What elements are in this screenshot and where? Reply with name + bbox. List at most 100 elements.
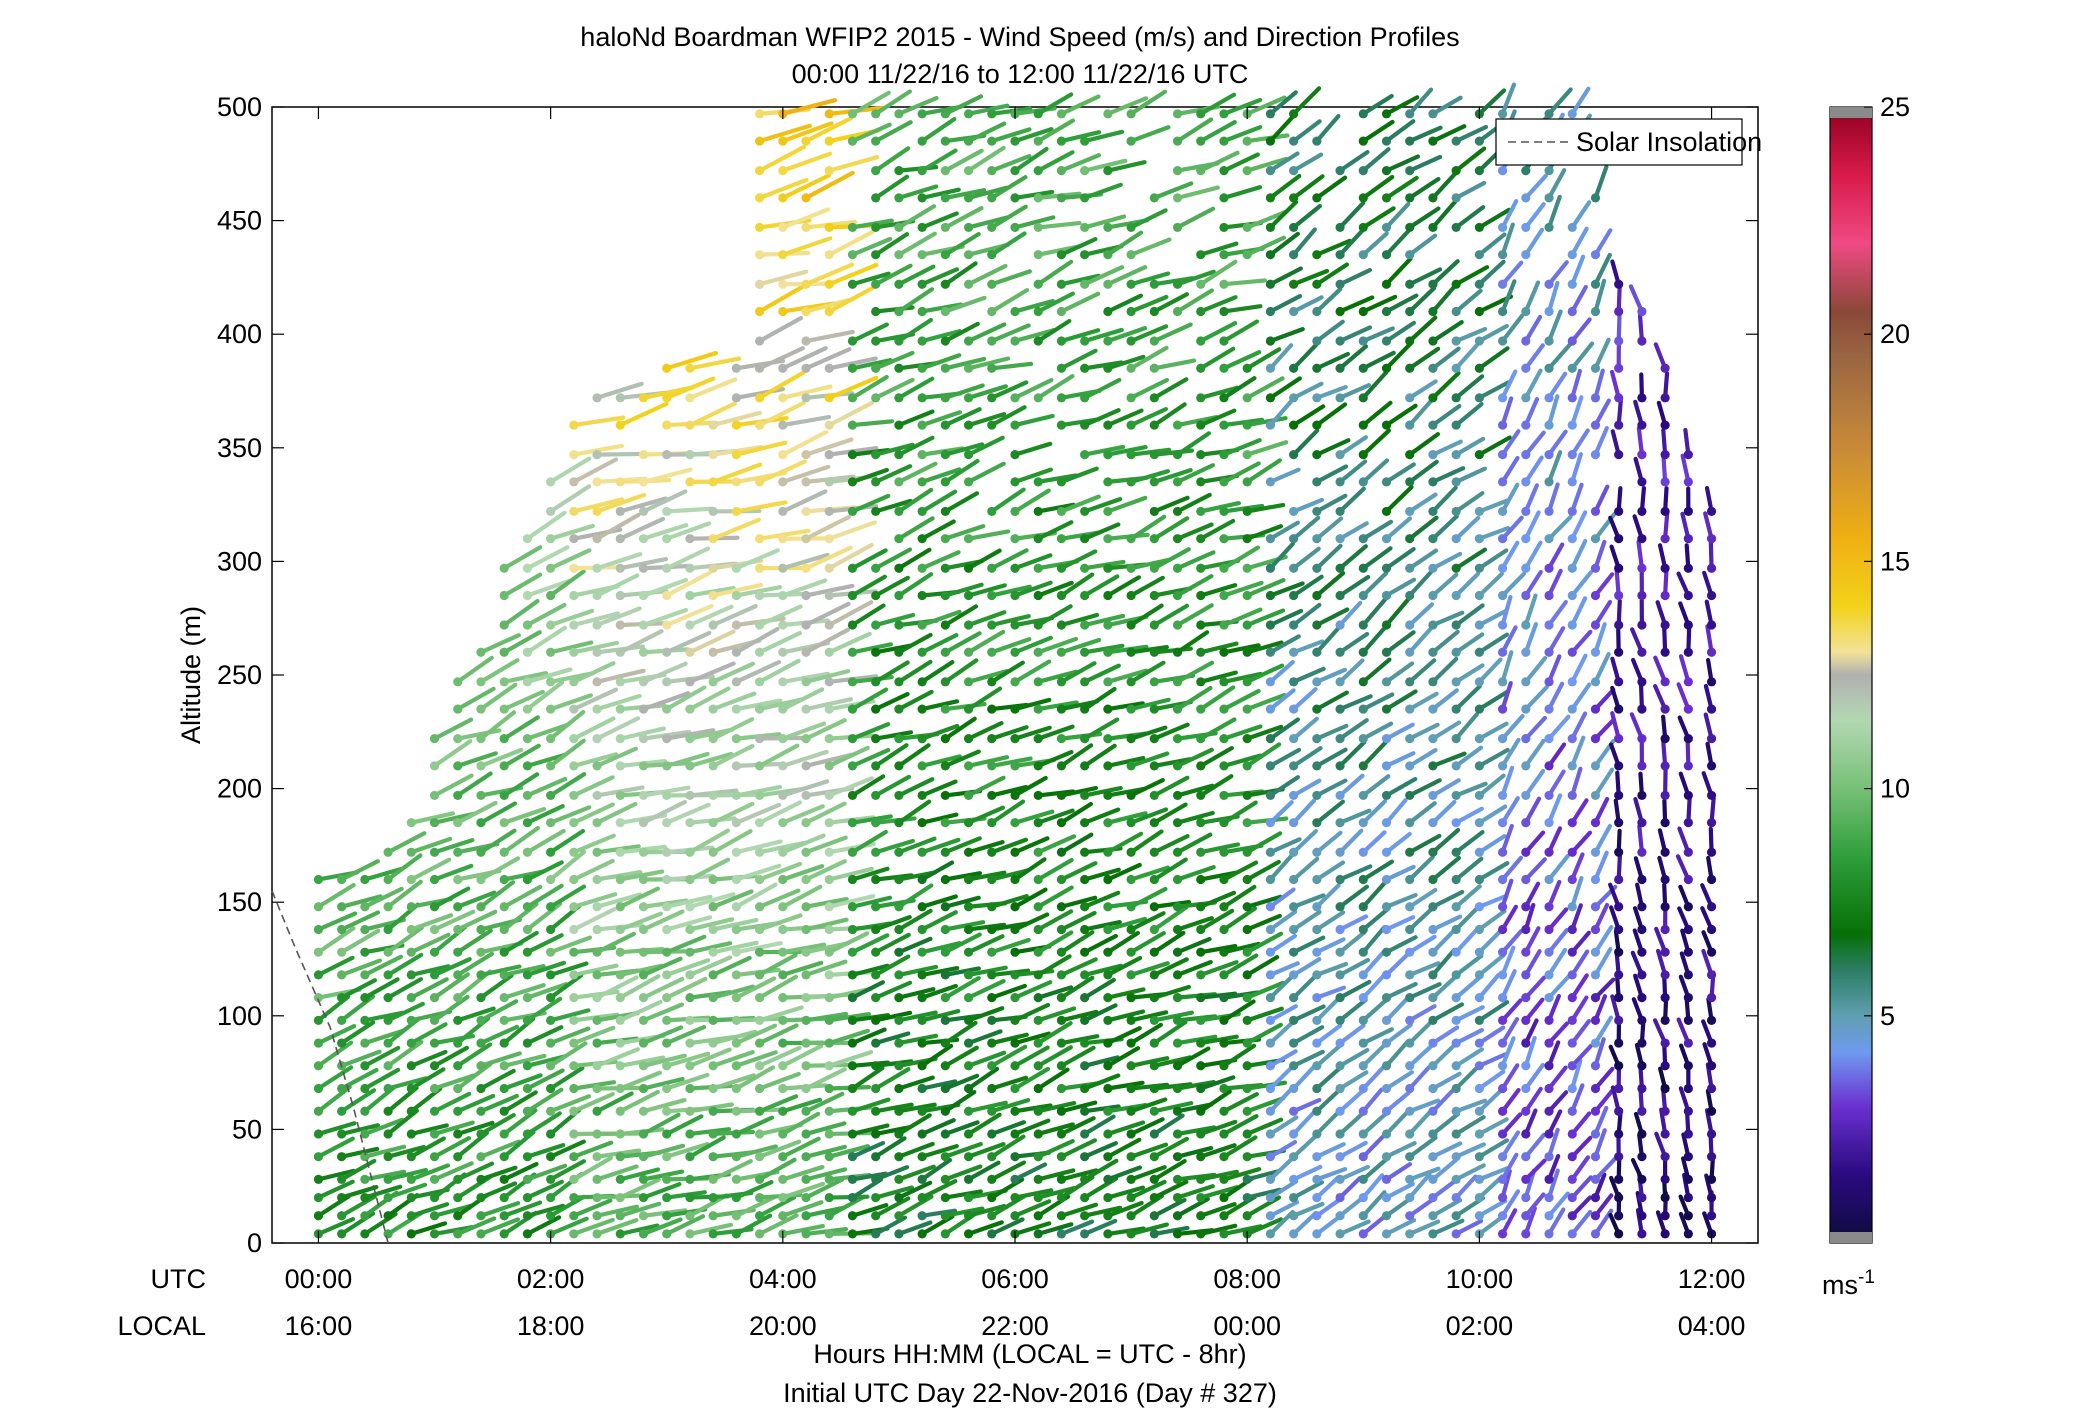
wind-barb-head (685, 647, 695, 657)
wind-barb-head (1080, 1174, 1090, 1184)
wind-barb-head (662, 1229, 672, 1239)
wind-barb-head (1614, 620, 1624, 630)
wind-barb-head (1474, 947, 1484, 957)
wind-barb-shaft (803, 329, 855, 344)
wind-barb-head (1381, 1192, 1392, 1203)
wind-barb-head (1033, 620, 1043, 630)
wind-barb-head (476, 704, 486, 714)
wind-barb-head (847, 420, 858, 430)
wind-barb-head (1451, 818, 1461, 828)
wind-barb-head (1544, 790, 1554, 801)
wind-barb-head (1196, 363, 1206, 373)
wind-barb-head (940, 874, 950, 885)
wind-barb-head (917, 109, 927, 119)
wind-barb-shaft (502, 743, 541, 768)
wind-barb-shaft (966, 529, 1011, 541)
wind-barb-shaft (1198, 1202, 1237, 1218)
wind-barb-head (847, 250, 858, 260)
wind-barb-head (499, 818, 509, 828)
wind-barb-head (801, 222, 811, 233)
wind-barb-shaft (1198, 408, 1237, 428)
wind-barb-head (1451, 279, 1461, 289)
wind-barb-shaft (1337, 1023, 1366, 1046)
wind-barb-head (1474, 970, 1484, 980)
wind-barb-head (917, 1174, 927, 1184)
wind-barb-shaft (966, 629, 1006, 655)
wind-barb-head (1381, 734, 1392, 744)
wind-barb-head (1033, 1083, 1043, 1094)
wind-barb-head (429, 1211, 440, 1221)
wind-barb-shaft (1477, 1198, 1508, 1218)
wind-barb-head (1451, 1152, 1461, 1162)
wind-barb-head (1219, 1083, 1229, 1094)
wind-barb-head (1660, 1152, 1670, 1162)
wind-barb-shaft (1175, 685, 1213, 712)
wind-barb-shaft (943, 1120, 980, 1137)
wind-barb-head (1451, 902, 1461, 912)
wind-barb-shaft (687, 1222, 734, 1237)
wind-barb-shaft (1314, 690, 1349, 712)
wind-barb-head (1706, 874, 1717, 885)
wind-barb-shaft (943, 383, 985, 400)
wind-barb-shaft (1546, 1168, 1560, 1200)
wind-barb-shaft (1082, 1104, 1121, 1114)
wind-barb-head (313, 902, 324, 912)
wind-barb-head (569, 970, 579, 980)
wind-barb-shaft (1314, 1043, 1343, 1068)
wind-barb-shaft (594, 801, 638, 825)
wind-barb-head (1265, 590, 1276, 601)
wind-barb-shaft (1477, 773, 1506, 798)
wind-barb-head (778, 477, 788, 487)
wind-barb-head (1126, 790, 1136, 801)
wind-barb-head (522, 1211, 533, 1221)
wind-barb-head (1312, 1192, 1322, 1203)
wind-barb-shaft (1337, 600, 1363, 628)
wind-barb-head (1683, 590, 1693, 601)
wind-barb-head (685, 1038, 695, 1048)
wind-barb-shaft (803, 1121, 847, 1137)
wind-barb-shaft (711, 1050, 755, 1068)
wind-barb-head (1010, 393, 1020, 403)
wind-barb-head (1706, 1106, 1717, 1116)
wind-barb-head (638, 590, 649, 601)
wind-barb-head (754, 1192, 765, 1203)
wind-barb-head (1126, 363, 1136, 373)
wind-barb-head (1126, 1174, 1136, 1184)
wind-barb-head (940, 306, 950, 317)
wind-barb-head (1289, 1083, 1299, 1094)
wind-barb-shaft (966, 384, 1008, 400)
wind-barb-head (685, 363, 695, 373)
wind-barb-head (987, 193, 997, 203)
wind-barb-head (360, 1229, 370, 1239)
wind-barb-head (871, 222, 881, 233)
wind-barb-head (1289, 590, 1299, 601)
wind-barb-head (638, 506, 649, 517)
wind-barb-head (754, 1229, 765, 1239)
wind-barb-shaft (943, 658, 979, 684)
wind-barb-shaft (1337, 325, 1373, 344)
wind-barb-head (894, 393, 904, 403)
wind-barb-shaft (1570, 653, 1588, 684)
wind-barb-head (1196, 647, 1206, 657)
wind-barb-head (569, 947, 579, 957)
wind-barb-shaft (711, 801, 755, 825)
wind-barb-head (1126, 1152, 1136, 1162)
y-tick-label: 50 (232, 1114, 262, 1144)
wind-barb-head (685, 790, 695, 801)
wind-barb-head (1080, 947, 1090, 957)
wind-barb-head (476, 1211, 486, 1221)
wind-barb-shaft (1291, 935, 1326, 955)
wind-barb-head (1265, 420, 1276, 430)
wind-barb-shaft (1268, 747, 1302, 768)
wind-barb-shaft (432, 1091, 472, 1114)
wind-barb-shaft (1314, 1064, 1344, 1091)
wind-barb-head (1219, 1192, 1229, 1203)
wind-barb-shaft (571, 892, 618, 909)
wind-barb-head (1660, 393, 1670, 403)
wind-barb-head (778, 250, 788, 260)
wind-barb-head (1242, 761, 1252, 771)
wind-barb-shaft (1198, 1223, 1238, 1237)
wind-barb-head (406, 1174, 416, 1184)
wind-barb-head (685, 734, 695, 744)
wind-barb-head (1196, 420, 1206, 430)
